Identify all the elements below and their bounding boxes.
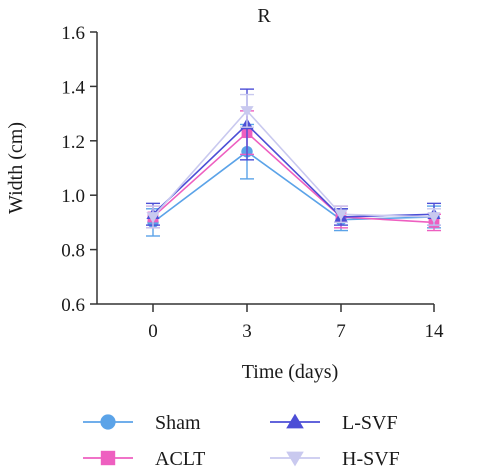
data-point	[334, 209, 348, 221]
y-axis: 0.6 0.8 1.0 1.2 1.4 1.6	[61, 23, 98, 316]
y-tick-label: 0.6	[61, 295, 85, 316]
data-point	[146, 212, 160, 224]
legend-item-l-svf: L-SVF	[270, 412, 398, 434]
y-tick-label: 0.8	[61, 241, 85, 262]
legend-marker	[100, 450, 116, 466]
data-point	[240, 106, 254, 118]
series-line	[152, 123, 435, 218]
series-h-svf	[146, 93, 441, 229]
legend-marker	[286, 413, 304, 429]
series-sham	[146, 123, 441, 237]
series-layer	[146, 88, 441, 237]
y-tick-label: 1.6	[61, 23, 85, 44]
y-axis-label: Width (cm)	[5, 122, 27, 214]
x-tick-label: 14	[425, 321, 445, 342]
x-tick-label: 3	[242, 321, 252, 342]
series-line	[152, 131, 435, 224]
legend-label: L-SVF	[342, 412, 398, 434]
y-tick-label: 1.2	[61, 132, 85, 153]
series-l-svf	[146, 88, 441, 226]
legend-label: H-SVF	[342, 448, 400, 469]
series-line	[152, 150, 435, 224]
series-line	[152, 109, 435, 218]
y-tick-label: 1.0	[61, 186, 85, 207]
legend-item-h-svf: H-SVF	[270, 448, 400, 469]
x-axis-label: Time (days)	[242, 361, 338, 383]
legend-item-aclt: ACLT	[83, 448, 205, 469]
data-point	[427, 212, 441, 224]
chart-title: R	[257, 5, 271, 27]
x-axis: 0 3 7 14	[97, 303, 445, 342]
x-tick-label: 7	[336, 321, 346, 342]
legend-label: Sham	[155, 412, 201, 434]
legend-item-sham: Sham	[83, 412, 201, 434]
legend-label: ACLT	[155, 448, 205, 469]
legend: Sham ACLT L-SVF H-SVF	[83, 412, 400, 469]
x-tick-label: 0	[148, 321, 158, 342]
legend-marker	[286, 451, 304, 467]
y-tick-label: 1.4	[61, 77, 85, 98]
legend-marker	[100, 414, 116, 430]
